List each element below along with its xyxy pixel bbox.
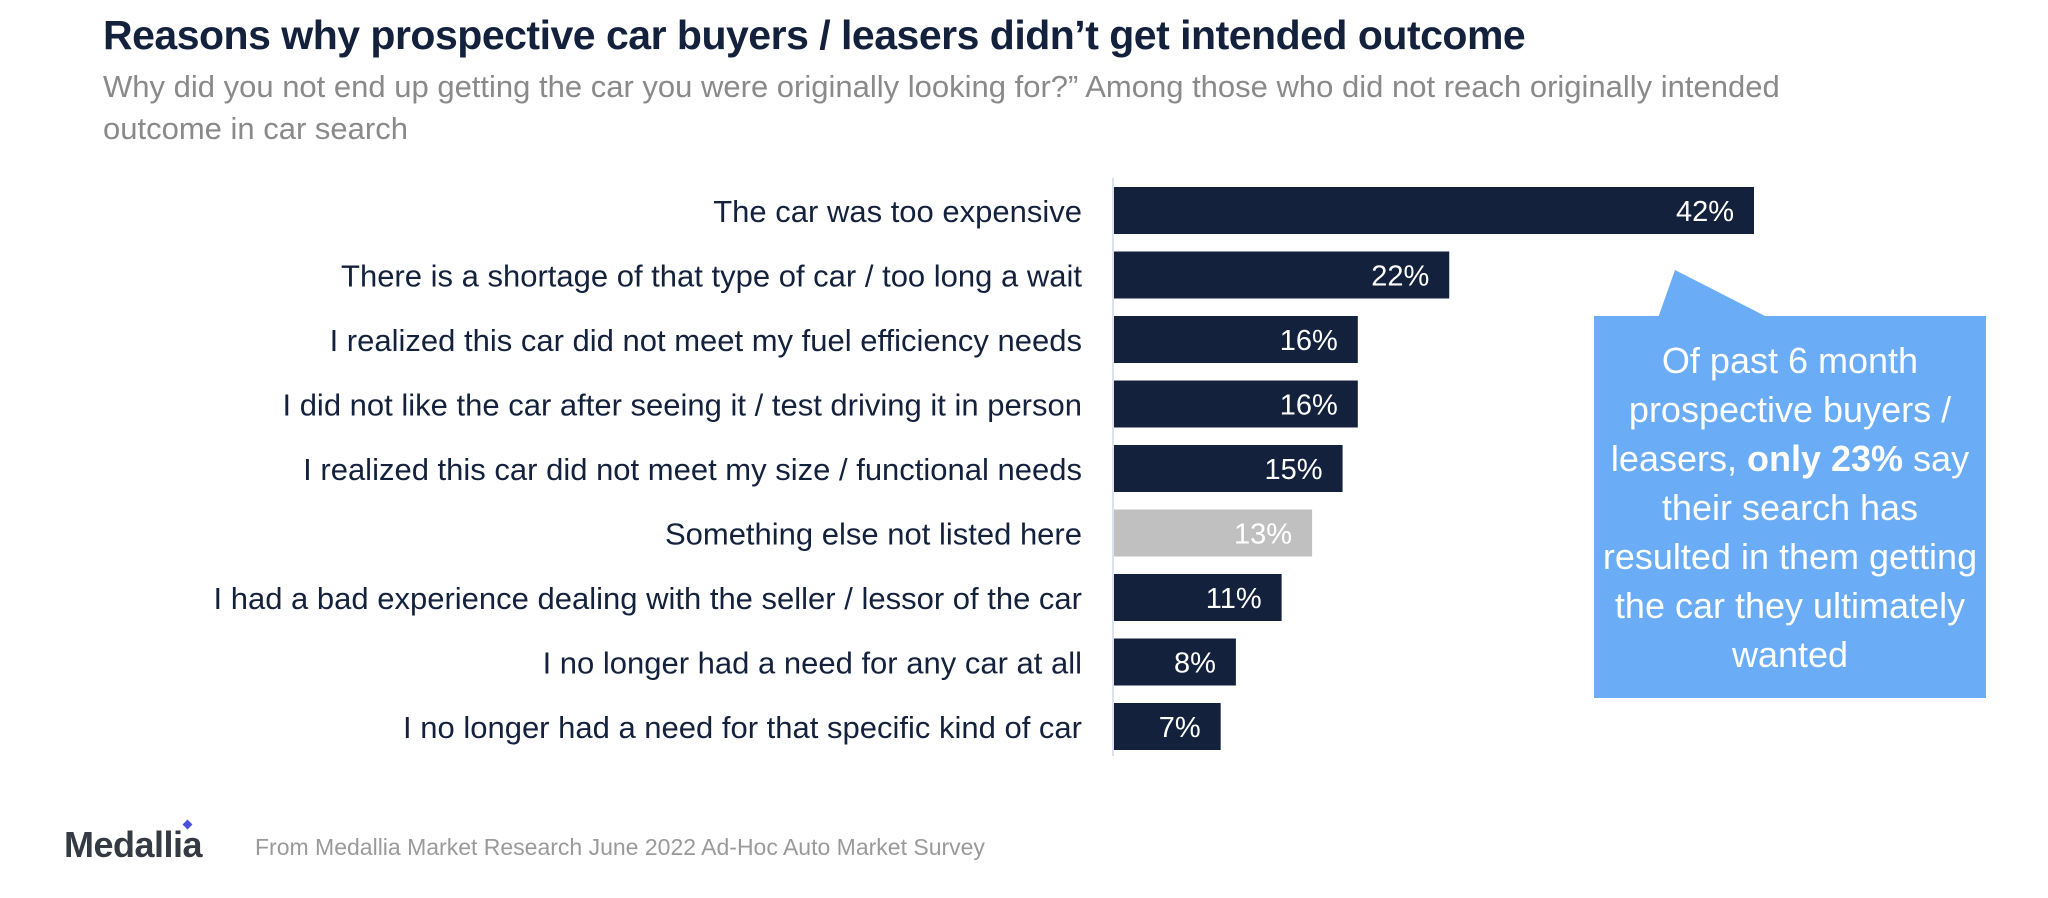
bar: [1114, 187, 1754, 234]
callout-text-before: Of past 6 month prospective buyers / lea…: [1610, 340, 1952, 479]
callout-box: Of past 6 month prospective buyers / lea…: [1594, 270, 1986, 698]
callout-text: Of past 6 month prospective buyers / lea…: [1594, 336, 1986, 679]
bar: [1114, 380, 1358, 428]
category-label: I realized this car did not meet my fuel…: [330, 323, 1082, 358]
bar: [1114, 638, 1236, 686]
category-label: The car was too expensive: [713, 194, 1082, 229]
bar: [1114, 316, 1358, 363]
category-label: There is a shortage of that type of car …: [341, 259, 1082, 294]
category-label: I did not like the car after seeing it /…: [282, 388, 1082, 423]
bar: [1114, 574, 1282, 621]
callout-tail: [1658, 270, 1769, 318]
category-label: Something else not listed here: [665, 517, 1082, 552]
category-label: I had a bad experience dealing with the …: [213, 581, 1082, 616]
source-note: From Medallia Market Research June 2022 …: [255, 834, 985, 860]
bar: [1114, 445, 1343, 492]
value-label: 16%: [1280, 390, 1338, 422]
bar: [1114, 509, 1313, 557]
value-label: 7%: [1159, 712, 1201, 744]
logo-text: Medallia: [64, 824, 203, 865]
category-label: I no longer had a need for any car at al…: [543, 646, 1082, 681]
value-label: 42%: [1676, 196, 1734, 228]
chart-subtitle: Why did you not end up getting the car y…: [103, 69, 1780, 146]
bar: [1114, 703, 1221, 750]
callout-highlight: only 23%: [1746, 438, 1904, 479]
chart-title: Reasons why prospective car buyers / lea…: [103, 12, 1526, 58]
value-label: 11%: [1206, 583, 1262, 615]
value-label: 16%: [1280, 325, 1338, 357]
value-label: 13%: [1234, 519, 1292, 551]
callout-text-after: say their search has resulted in them ge…: [1602, 438, 1978, 675]
value-label: 15%: [1265, 454, 1323, 486]
bars-layer: The car was too expensive 42% There is a s…: [213, 187, 1754, 750]
category-label: I realized this car did not meet my size…: [303, 452, 1082, 487]
category-label: I no longer had a need for that specific…: [403, 710, 1082, 745]
bar: [1114, 251, 1450, 299]
value-label: 22%: [1371, 261, 1429, 293]
value-label: 8%: [1174, 648, 1216, 680]
bar-chart: The car was too expensive 42% There is a s…: [213, 178, 1754, 756]
medallia-logo: Medallia: [64, 819, 203, 866]
